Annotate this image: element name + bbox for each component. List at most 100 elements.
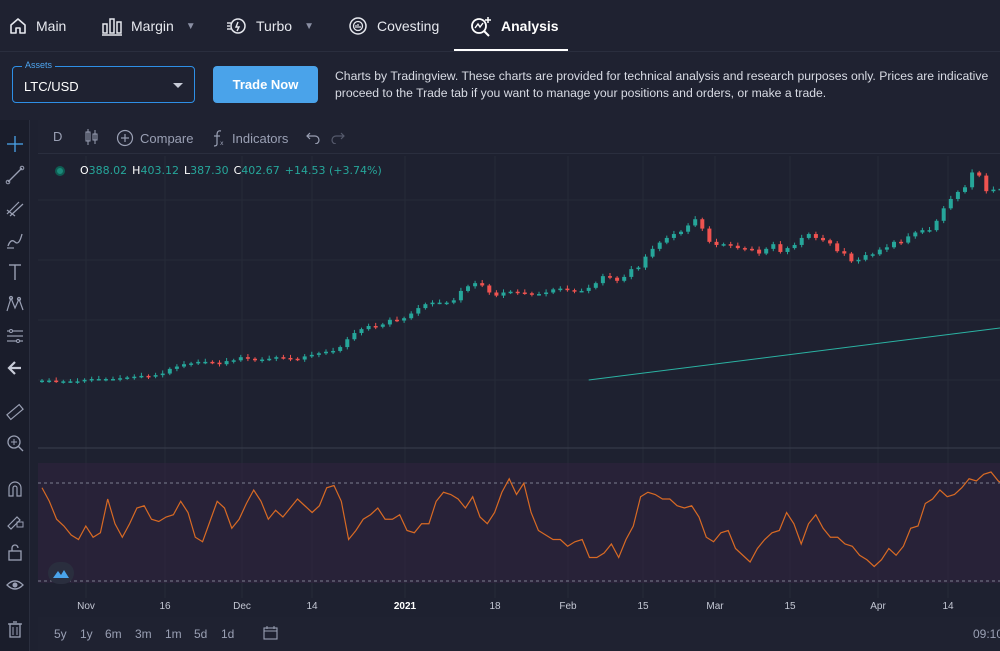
candle-body <box>955 191 960 199</box>
asset-select[interactable]: Assets LTC/USD <box>12 60 195 103</box>
range-1m[interactable]: 1m <box>165 627 182 641</box>
trend-line-tool-icon[interactable] <box>3 163 27 187</box>
candle-body <box>302 356 307 360</box>
redo-icon[interactable] <box>331 130 345 144</box>
candle-body <box>892 241 896 248</box>
ohlc-close-value: 402.67 <box>241 164 280 177</box>
pitchfork-icon[interactable] <box>3 196 27 220</box>
candle-body <box>139 375 144 378</box>
candle-body <box>877 249 882 255</box>
candle-body <box>927 230 932 232</box>
range-1d[interactable]: 1d <box>221 627 235 641</box>
candle-body <box>870 254 875 256</box>
ohlc-high-value: 403.12 <box>140 164 179 177</box>
nav-main[interactable]: Main <box>8 0 66 52</box>
compare-button[interactable]: Compare <box>116 129 193 147</box>
candle-body <box>884 247 889 250</box>
ohlc-close-label: C <box>233 164 242 177</box>
nav-margin[interactable]: Margin ▼ <box>101 0 196 52</box>
range-bar: 5y 1y 6m 3m 1m 5d 1d 09:10 <box>38 617 1000 651</box>
nav-analysis[interactable]: Analysis <box>469 0 559 52</box>
candle-body <box>494 292 499 296</box>
zoom-in-icon[interactable] <box>3 431 27 455</box>
analysis-icon <box>469 15 493 37</box>
candle-body <box>856 259 861 262</box>
trend-line[interactable] <box>588 327 1000 381</box>
candle-body <box>380 324 385 327</box>
interval-selector[interactable]: D <box>53 129 63 144</box>
undo-icon[interactable] <box>306 130 320 144</box>
candle-body <box>423 304 428 309</box>
nav-analysis-label: Analysis <box>501 18 559 34</box>
candle-body <box>707 228 712 242</box>
text-tool-icon[interactable] <box>3 260 27 284</box>
candle-body <box>501 292 506 296</box>
candle-body <box>650 248 655 257</box>
tradingview-logo-icon[interactable] <box>48 562 74 584</box>
nav-turbo[interactable]: Turbo ▼ <box>226 0 314 52</box>
indicators-button[interactable]: x Indicators <box>210 129 288 147</box>
x-axis-label: Nov <box>77 601 95 612</box>
trash-icon[interactable] <box>3 617 27 641</box>
x-axis-label: Feb <box>559 601 577 612</box>
chart-area[interactable] <box>0 120 1000 651</box>
candle-body <box>331 350 336 353</box>
candle-body <box>118 378 123 380</box>
candle-body <box>309 354 314 357</box>
candle-body <box>671 234 676 238</box>
compare-label: Compare <box>140 130 194 146</box>
candle-body <box>806 234 811 238</box>
candle-body <box>558 288 563 291</box>
candle-body <box>480 283 485 286</box>
candle-body <box>430 302 435 305</box>
brush-icon[interactable] <box>3 228 27 252</box>
range-3m[interactable]: 3m <box>135 627 152 641</box>
crosshair-icon[interactable] <box>3 132 27 156</box>
candle-body <box>913 232 918 237</box>
lock-drawing-icon[interactable] <box>3 508 27 532</box>
candle-body <box>764 248 769 254</box>
home-icon <box>8 16 28 36</box>
ruler-icon[interactable] <box>3 400 27 424</box>
x-axis-label: 18 <box>489 601 501 612</box>
projection-tool-icon[interactable] <box>3 324 27 348</box>
series-visibility-icon[interactable] <box>55 165 65 176</box>
range-1y[interactable]: 1y <box>80 627 93 641</box>
nav-covesting[interactable]: Covesting <box>347 0 439 52</box>
range-6m[interactable]: 6m <box>105 627 122 641</box>
candle-body <box>785 248 790 252</box>
candle-body <box>579 290 584 293</box>
range-5d[interactable]: 5d <box>194 627 208 641</box>
top-navigation: Main Margin ▼ Turbo ▼ Covesting Analysis <box>0 0 1000 52</box>
nav-margin-label: Margin <box>131 18 174 34</box>
arrow-left-icon[interactable] <box>3 356 27 380</box>
pattern-tool-icon[interactable] <box>3 292 27 316</box>
candle-body <box>316 353 321 355</box>
asset-bar: Assets LTC/USD Trade Now Charts by Tradi… <box>0 52 1000 120</box>
unlock-icon[interactable] <box>3 540 27 564</box>
svg-text:x: x <box>220 140 224 147</box>
eye-icon[interactable] <box>3 573 27 597</box>
range-5y[interactable]: 5y <box>54 627 67 641</box>
candle-body <box>735 245 740 249</box>
add-circle-icon <box>116 129 134 147</box>
candle-body <box>565 288 570 291</box>
x-axis-label: Dec <box>233 601 251 612</box>
candle-body <box>842 251 847 254</box>
candle-body <box>174 366 179 369</box>
candle-body <box>906 236 911 243</box>
candle-body <box>267 358 272 361</box>
date-range-icon[interactable] <box>262 625 280 644</box>
candle-body <box>899 241 904 244</box>
candle-body <box>828 240 833 244</box>
candle-body <box>189 363 194 365</box>
price-chart[interactable] <box>0 120 1000 651</box>
magnet-icon[interactable] <box>3 477 27 501</box>
ohlc-high-label: H <box>132 164 141 177</box>
candle-body <box>82 379 87 382</box>
candle-style-icon[interactable] <box>84 128 100 146</box>
candle-body <box>934 220 939 231</box>
chart-toolbar: D Compare x Indicators <box>38 120 1000 154</box>
dropdown-arrow-icon <box>173 83 183 88</box>
trade-now-button[interactable]: Trade Now <box>213 66 318 103</box>
